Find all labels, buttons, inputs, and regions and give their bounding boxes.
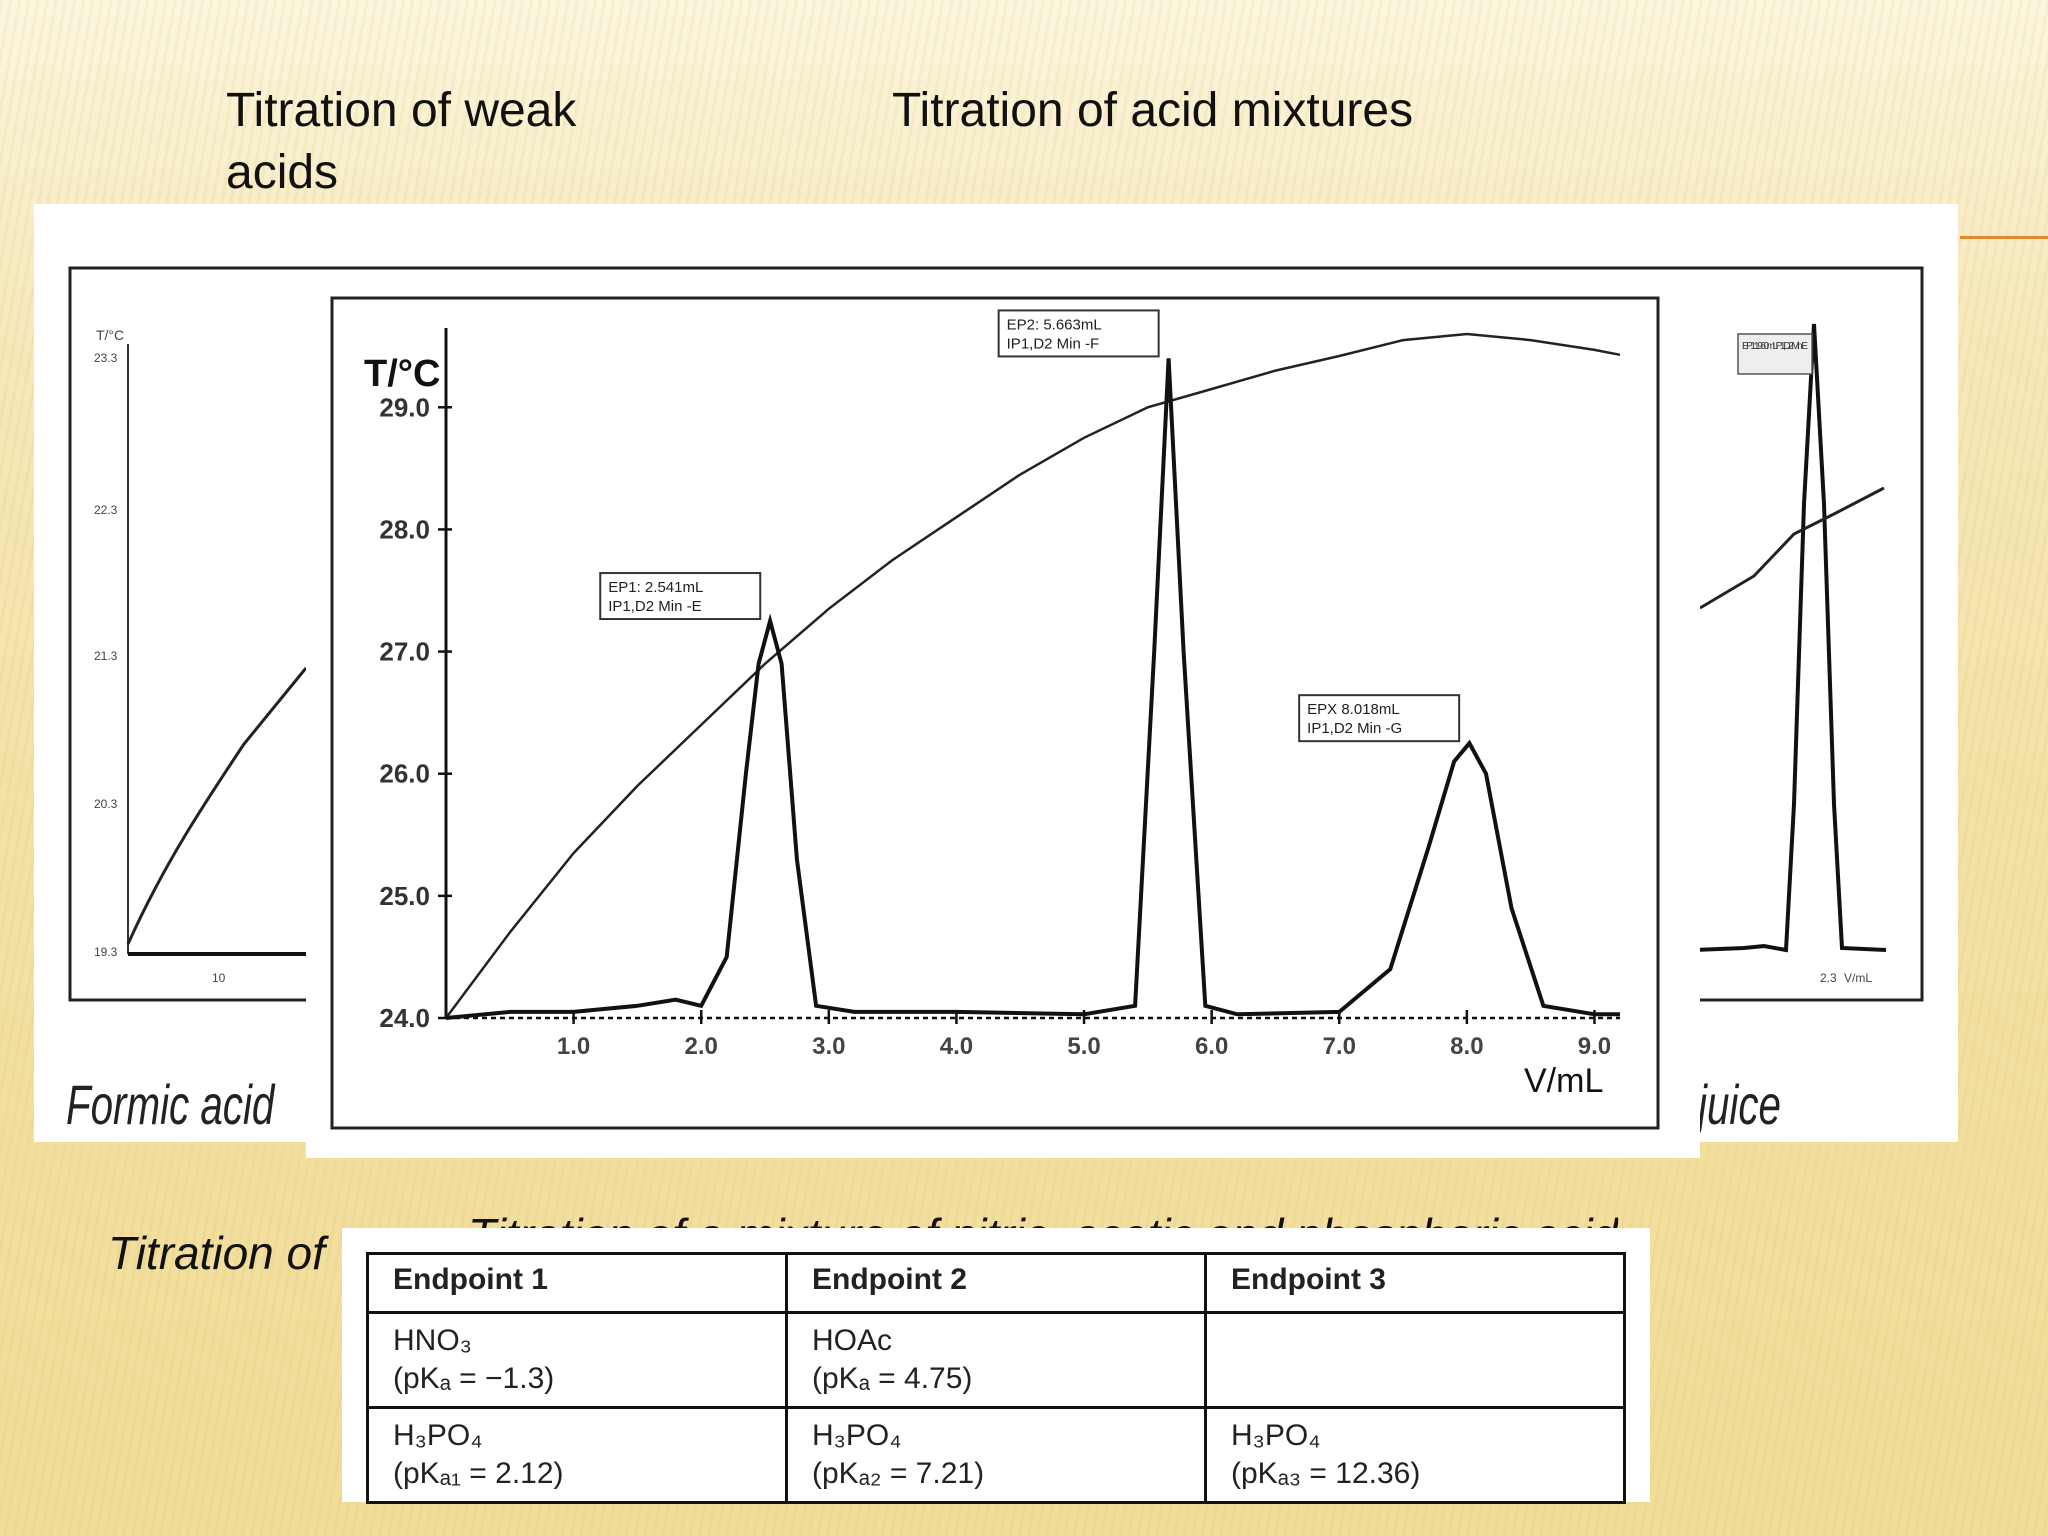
x-tick-label: 3.0 — [812, 1033, 845, 1060]
annotation-label: EP1: 2.541mL — [608, 579, 703, 596]
back-left-ylabel: T/°C — [96, 327, 124, 343]
cell-compound: HOAc — [812, 1324, 893, 1357]
annotation-box — [599, 572, 762, 621]
y-tick-label: 27.0 — [379, 637, 430, 667]
table-cell — [1204, 1311, 1626, 1409]
caption-titration-of: Titration of — [108, 1227, 325, 1279]
annotation-label: EP2: 5.663mL — [1007, 316, 1102, 333]
table-header-cell: Endpoint 3 — [1204, 1252, 1626, 1314]
x-tick-label: 4.0 — [940, 1033, 973, 1060]
main-chart-panel: 24.0 25.0 26.0 27.0 28.0 29.0 1.0 2.0 3.0 4.0 5.0 6… — [306, 282, 1700, 1158]
y-tick-label: 25.0 — [379, 881, 430, 911]
cell-compound: H₃PO₄ — [1231, 1419, 1321, 1452]
endpoint-annotation: EP2: 5.663mL IP1,D2 Min -F — [997, 309, 1160, 358]
heading-weak-acids: Titration of weak acids — [226, 84, 577, 199]
back-right-curve — [1699, 486, 1885, 610]
back-left-ytick: 20.3 — [94, 797, 118, 811]
y-tick-label: 26.0 — [379, 759, 430, 789]
table-cell: HNO₃ (pKₐ = −1.3) — [366, 1311, 788, 1409]
endpoint-annotation: EPX 8.018mL IP1,D2 Min -G — [1298, 694, 1461, 743]
annotation-box — [997, 309, 1160, 358]
back-chart-svg: T/°C 23.3 22.3 21.3 20.3 19.3 10 EP1: 1.… — [68, 266, 1924, 1002]
annotation-label: EPX 8.018mL — [1307, 701, 1400, 718]
back-right-xlabel: V/mL — [1844, 971, 1872, 985]
x-tick-label: 9.0 — [1578, 1033, 1611, 1060]
cell-pka: (pKₐ₁ = 2.12) — [393, 1457, 564, 1490]
back-left-curve — [126, 667, 308, 945]
back-left-ytick: 21.3 — [94, 649, 118, 663]
annotation-label: IP1,D2 Min -F — [1007, 335, 1100, 352]
back-left-ytick: 23.3 — [94, 351, 118, 365]
table-cell: H₃PO₄ (pKₐ₁ = 2.12) — [366, 1406, 788, 1504]
back-right-xtick: 2.3 — [1820, 971, 1837, 985]
annotation-box — [1298, 694, 1461, 743]
endpoint-table-panel: Endpoint 1 Endpoint 2 Endpoint 3 HNO₃ (pK… — [342, 1228, 1650, 1504]
cell-pka: (pKₐ = 4.75) — [812, 1362, 973, 1395]
y-axis-label: T/°C — [364, 353, 440, 395]
x-axis-label: V/mL — [1524, 1062, 1603, 1100]
back-left-ytick: 22.3 — [94, 503, 118, 517]
derivative-series-line — [445, 358, 1620, 1020]
heading-acid-mixtures: Titration of acid mixtures — [892, 84, 1414, 137]
annotation-label: IP1,D2 Min -E — [608, 598, 701, 615]
back-left-ytick: 19.3 — [94, 945, 118, 959]
back-right-peak — [1693, 323, 1887, 953]
x-tick-label: 8.0 — [1450, 1033, 1483, 1060]
table-header-cell: Endpoint 2 — [785, 1252, 1207, 1314]
x-tick-label: 6.0 — [1195, 1033, 1228, 1060]
cell-compound: H₃PO₄ — [393, 1419, 483, 1452]
table-cell: H₃PO₄ (pKₐ₃ = 12.36) — [1204, 1406, 1626, 1504]
back-left-xtick: 10 — [212, 971, 226, 985]
table-row: HNO₃ (pKₐ = −1.3) HOAc (pKₐ = 4.75) — [366, 1311, 1626, 1409]
table-row: H₃PO₄ (pKₐ₁ = 2.12) H₃PO₄ (pKₐ₂ = 7.21) H₃… — [366, 1406, 1626, 1504]
accent-line — [1960, 236, 2048, 239]
endpoint-table: Endpoint 1 Endpoint 2 Endpoint 3 HNO₃ (pK… — [366, 1252, 1626, 1504]
caption-formic-acid: Formic acid — [66, 1073, 275, 1136]
caption-juice: juice — [1698, 1073, 1781, 1136]
y-tick-label: 28.0 — [379, 514, 430, 544]
x-tick-label: 5.0 — [1067, 1033, 1100, 1060]
table-cell: HOAc (pKₐ = 4.75) — [785, 1311, 1207, 1409]
table-header-row: Endpoint 1 Endpoint 2 Endpoint 3 — [366, 1252, 1626, 1314]
endpoint-annotation: EP1: 2.541mL IP1,D2 Min -E — [599, 572, 762, 621]
x-tick-label: 2.0 — [685, 1033, 718, 1060]
cell-pka: (pKₐ₃ = 12.36) — [1231, 1457, 1421, 1490]
annotation-label: IP1,D2 Min -G — [1307, 720, 1402, 737]
y-tick-label: 24.0 — [379, 1003, 430, 1033]
table-header-cell: Endpoint 1 — [366, 1252, 788, 1314]
x-tick-label: 1.0 — [557, 1033, 590, 1060]
temperature-series-line — [444, 332, 1621, 1019]
table-cell: H₃PO₄ (pKₐ₂ = 7.21) — [785, 1406, 1207, 1504]
cell-compound: H₃PO₄ — [812, 1419, 902, 1452]
back-right-label: EP1: 1.960mL IP1,D2 Min -E — [1742, 341, 1808, 352]
cell-compound: HNO₃ — [393, 1324, 472, 1357]
main-chart-svg: 24.0 25.0 26.0 27.0 28.0 29.0 1.0 2.0 3.0 4.0 5.0 6… — [330, 296, 1660, 1130]
cell-pka: (pKₐ₂ = 7.21) — [812, 1457, 985, 1490]
y-tick-label: 29.0 — [379, 392, 430, 422]
cell-pka: (pKₐ = −1.3) — [393, 1362, 555, 1395]
x-tick-label: 7.0 — [1323, 1033, 1356, 1060]
